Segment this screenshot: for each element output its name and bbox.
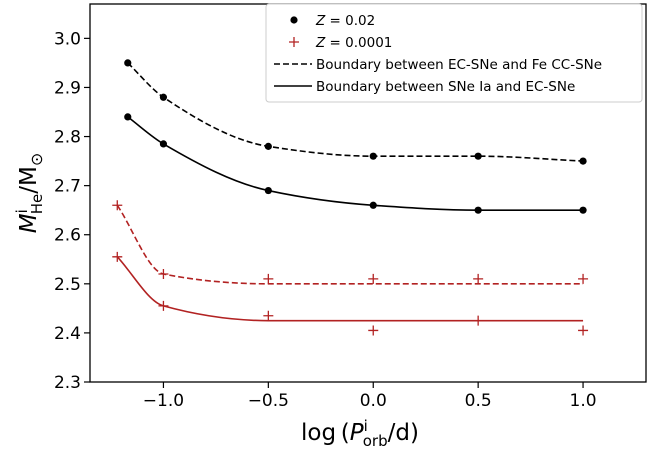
y-tick-label: 2.6 [54, 226, 81, 246]
legend-label: Boundary between EC-SNe and Fe CC-SNe [316, 57, 602, 73]
data-point [159, 93, 168, 101]
data-point [473, 315, 484, 326]
x-axis: −1.0 −0.5 0.0 0.5 1.0 [143, 382, 597, 411]
series-line [116, 256, 584, 322]
data-point [158, 300, 169, 311]
markers-layer [112, 59, 589, 336]
y-tick-label: 2.7 [54, 177, 81, 197]
data-point [578, 325, 589, 336]
data-point [112, 200, 123, 211]
legend-box [265, 3, 643, 103]
x-tick-label: 0.0 [360, 391, 387, 411]
data-point [263, 310, 274, 321]
x-tick-label: 1.0 [570, 391, 597, 411]
data-point [264, 142, 272, 150]
legend-label: Z = 0.02 [315, 13, 375, 29]
data-point [369, 201, 377, 209]
y-tick-label: 2.5 [54, 275, 81, 295]
data-point [368, 325, 379, 336]
x-axis-title: log (Pi orb/d) [301, 417, 419, 450]
x-tick-label: −1.0 [143, 391, 184, 411]
data-point [474, 206, 482, 214]
y-tick-label: 2.8 [54, 128, 81, 148]
data-point [159, 140, 168, 148]
y-axis: 2.3 2.4 2.5 2.6 2.7 2.8 2.9 3.0 [54, 29, 90, 393]
legend-label: Z = 0.0001 [315, 35, 392, 51]
data-point [578, 273, 589, 284]
data-point [579, 157, 587, 165]
y-tick-label: 2.9 [54, 78, 81, 98]
legend-marker [290, 16, 298, 24]
y-tick-label: 2.4 [54, 324, 81, 344]
series-line [127, 116, 584, 211]
data-point [112, 251, 123, 262]
data-point [579, 206, 587, 214]
x-tick-label: −0.5 [248, 391, 289, 411]
series-line [116, 204, 584, 285]
data-point [368, 273, 379, 284]
data-point [124, 59, 132, 67]
legend-label: Boundary between SNe Ia and EC-SNe [316, 79, 575, 95]
y-tick-label: 2.3 [54, 373, 81, 393]
legend-marker [289, 37, 299, 47]
y-axis-title: MiHe/M⊙ [13, 153, 46, 234]
data-point [473, 273, 484, 284]
data-point [474, 152, 482, 160]
data-point [264, 186, 272, 195]
data-point [369, 152, 377, 160]
y-tick-label: 3.0 [54, 29, 81, 49]
data-point [263, 273, 274, 284]
data-point [124, 113, 132, 121]
legend: Z = 0.02 Z = 0.0001 Boundary between EC-SN… [265, 3, 643, 103]
x-tick-label: 0.5 [465, 391, 492, 411]
data-point [158, 269, 169, 279]
